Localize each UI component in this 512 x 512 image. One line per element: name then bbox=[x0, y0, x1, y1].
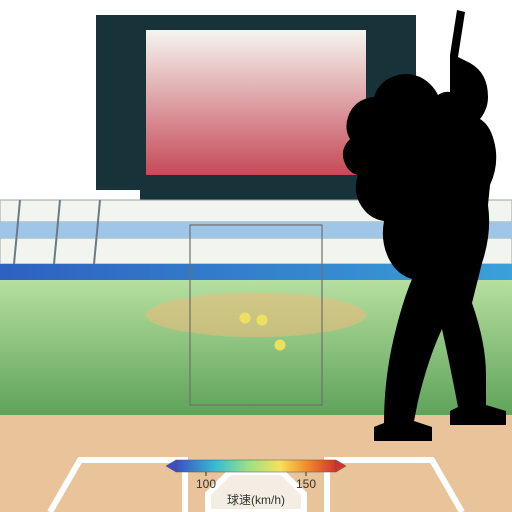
pitch-marker bbox=[257, 315, 268, 326]
colorbar-tick-label: 100 bbox=[196, 477, 216, 491]
pitch-location-chart: 100 150 球速(km/h) bbox=[0, 0, 512, 512]
scoreboard-screen bbox=[146, 30, 366, 175]
pitchers-mound bbox=[146, 293, 366, 337]
pitch-marker bbox=[240, 313, 251, 324]
pitch-marker bbox=[275, 340, 286, 351]
colorbar-tick-label: 150 bbox=[296, 477, 316, 491]
colorbar-label: 球速(km/h) bbox=[227, 493, 285, 507]
